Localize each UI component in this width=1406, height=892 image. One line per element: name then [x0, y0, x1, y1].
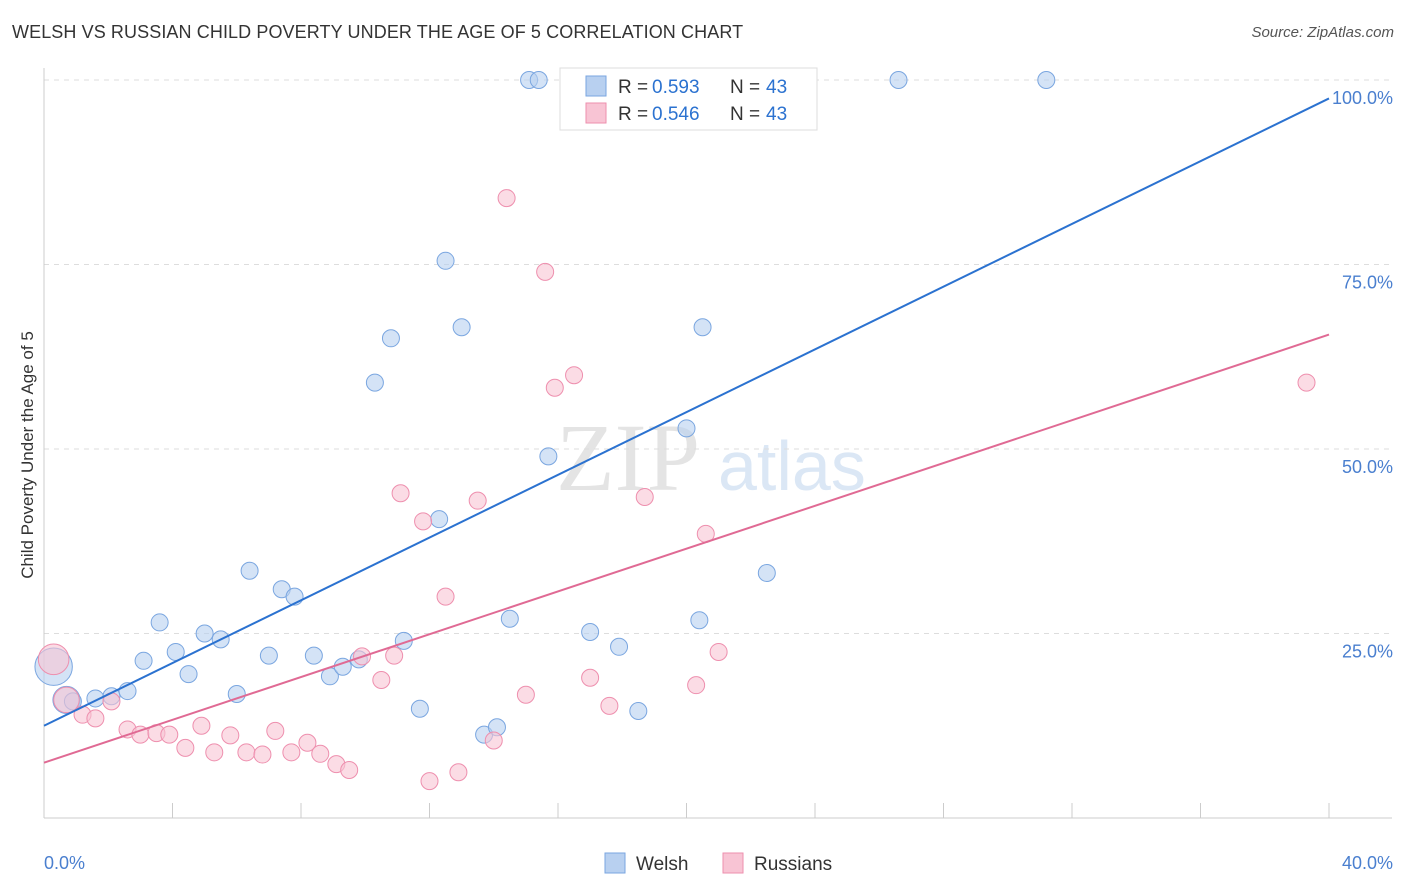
welsh-point — [179, 665, 198, 684]
welsh-series-label: Welsh — [636, 854, 688, 875]
russian-point — [1297, 373, 1316, 392]
welsh-point — [430, 510, 449, 529]
russian-point — [420, 772, 439, 791]
russian-point — [468, 491, 487, 510]
russian-n-label: N = — [730, 104, 760, 125]
welsh-point — [677, 419, 696, 438]
russian-point — [340, 761, 359, 780]
y-tick-label: 100.0% — [1332, 88, 1393, 108]
russian-series-label: Russians — [754, 854, 832, 875]
russian-point — [709, 642, 728, 661]
welsh-point — [690, 611, 709, 630]
russian-point — [484, 731, 503, 750]
russian-point — [266, 721, 285, 740]
russian-point — [497, 189, 516, 208]
russian-point — [545, 378, 564, 397]
stats-legend: R = 0.593 N = 43 R = 0.546 N = 43 — [559, 67, 818, 131]
russian-point — [282, 743, 301, 762]
welsh-point — [150, 613, 169, 632]
russian-points — [37, 189, 1316, 791]
russian-point — [237, 743, 256, 762]
welsh-point — [529, 71, 548, 89]
welsh-point — [581, 623, 600, 642]
trend-lines — [43, 97, 1330, 764]
russian-point — [37, 643, 70, 676]
welsh-point — [452, 318, 471, 337]
welsh-r-label: R = — [618, 77, 648, 98]
russian-point — [385, 646, 404, 665]
y-axis-title: Child Poverty Under the Age of 5 — [18, 331, 37, 579]
gridlines — [44, 79, 1392, 634]
welsh-point — [889, 71, 908, 89]
welsh-point — [134, 651, 153, 670]
russian-r-value: 0.546 — [652, 104, 700, 125]
series-legend: Welsh Russians — [604, 852, 832, 875]
welsh-n-value: 43 — [766, 77, 787, 98]
russian-trend-line — [43, 333, 1330, 764]
welsh-r-value: 0.593 — [652, 77, 700, 98]
russian-r-label: R = — [618, 104, 648, 125]
russian-point — [635, 487, 654, 506]
russian-point — [436, 587, 455, 606]
russian-point — [176, 738, 195, 757]
welsh-point — [195, 624, 214, 643]
welsh-point — [629, 701, 648, 720]
watermark-zip: ZIP — [556, 404, 700, 511]
russian-point — [86, 709, 105, 728]
welsh-series-swatch — [604, 852, 626, 874]
russian-point — [516, 685, 535, 704]
russian-point — [372, 670, 391, 689]
russian-point — [449, 763, 468, 782]
y-tick-label: 25.0% — [1342, 642, 1393, 662]
russian-point — [192, 716, 211, 735]
russian-point — [414, 512, 433, 531]
welsh-legend-swatch — [585, 75, 607, 97]
russian-point — [205, 743, 224, 762]
russian-series-swatch — [722, 852, 744, 874]
welsh-point — [240, 561, 259, 580]
russian-point — [687, 676, 706, 695]
russian-point — [221, 726, 240, 745]
russian-point — [53, 686, 80, 714]
russian-point — [160, 725, 179, 744]
welsh-point — [410, 699, 429, 718]
welsh-point — [259, 646, 278, 665]
russian-legend-swatch — [585, 102, 607, 124]
watermark-atlas: atlas — [718, 427, 866, 505]
welsh-trend-line — [43, 97, 1330, 727]
russian-n-value: 43 — [766, 104, 787, 125]
welsh-point — [365, 373, 384, 392]
y-tick-label: 50.0% — [1342, 457, 1393, 477]
russian-point — [253, 745, 272, 764]
russian-point — [536, 262, 555, 281]
y-tick-label: 75.0% — [1342, 273, 1393, 293]
source-label: Source: ZipAtlas.com — [1251, 24, 1394, 41]
russian-point — [581, 668, 600, 687]
russian-point — [298, 733, 317, 752]
welsh-point — [304, 646, 323, 665]
russian-point — [311, 744, 330, 763]
chart-title: WELSH VS RUSSIAN CHILD POVERTY UNDER THE… — [12, 22, 744, 42]
welsh-point — [610, 637, 629, 656]
y-axis-tick-labels: 25.0% 50.0% 75.0% 100.0% — [1332, 88, 1393, 662]
x-axis-ticks — [43, 803, 1330, 818]
x-tick-label-max: 40.0% — [1342, 853, 1393, 873]
welsh-point — [757, 563, 776, 582]
welsh-points — [34, 71, 1056, 744]
welsh-point — [436, 251, 455, 270]
russian-point — [565, 366, 584, 385]
welsh-point — [227, 685, 246, 704]
welsh-point — [381, 329, 400, 348]
welsh-point — [539, 447, 558, 466]
welsh-point — [500, 609, 519, 628]
welsh-point — [1037, 71, 1056, 89]
russian-point — [391, 484, 410, 503]
welsh-point — [693, 318, 712, 337]
x-tick-label-min: 0.0% — [44, 853, 85, 873]
russian-point — [600, 696, 619, 715]
welsh-n-label: N = — [730, 77, 760, 98]
